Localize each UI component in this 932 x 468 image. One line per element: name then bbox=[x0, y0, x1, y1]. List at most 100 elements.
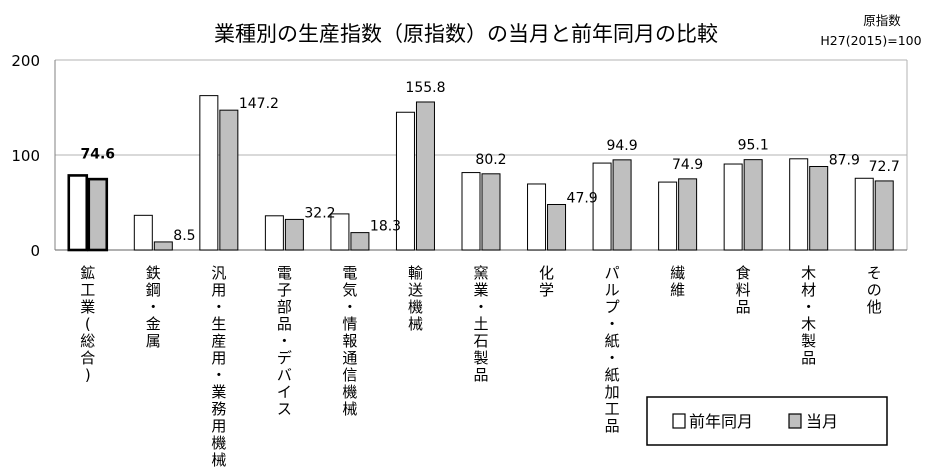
category-char: 品 bbox=[801, 349, 816, 367]
category-char: 信 bbox=[342, 366, 357, 384]
category-label-11: 木材・木製品 bbox=[801, 264, 816, 367]
value-label-0: 74.6 bbox=[80, 146, 115, 162]
category-char: 工 bbox=[80, 281, 95, 299]
category-char: 電 bbox=[277, 264, 292, 282]
category-char: 業 bbox=[80, 298, 95, 316]
bar-current-7 bbox=[547, 203, 567, 251]
category-char: ・ bbox=[605, 315, 620, 333]
category-char: 子 bbox=[277, 281, 292, 299]
category-char: 用 bbox=[211, 281, 226, 299]
bar-prev-year-8 bbox=[592, 162, 612, 251]
category-char: 械 bbox=[211, 451, 226, 468]
category-char: 報 bbox=[342, 332, 357, 350]
category-char: 製 bbox=[473, 349, 488, 367]
bar-prev-year-1 bbox=[133, 214, 153, 251]
category-char: ・ bbox=[211, 298, 226, 316]
category-char: 汎 bbox=[211, 264, 226, 282]
value-label-2: 147.2 bbox=[239, 96, 279, 112]
category-char: 品 bbox=[277, 315, 292, 333]
value-label-10: 95.1 bbox=[738, 138, 769, 154]
category-char: 械 bbox=[408, 315, 423, 333]
bar-prev-year-3 bbox=[264, 215, 284, 251]
category-char: 学 bbox=[539, 281, 554, 299]
category-label-7: 化学 bbox=[539, 264, 554, 299]
category-char: ・ bbox=[473, 298, 488, 316]
category-char: 業 bbox=[473, 281, 488, 299]
value-label-9: 74.9 bbox=[672, 157, 703, 173]
category-char: 業 bbox=[211, 383, 226, 401]
value-labels: 74.6 8.5 147.2 32.2 18.3 155.8 80.2 47.9 94.9 74.… bbox=[80, 80, 899, 244]
category-char: 鉱 bbox=[80, 264, 95, 282]
category-char: 製 bbox=[801, 332, 816, 350]
category-char: 機 bbox=[342, 383, 357, 401]
bars bbox=[67, 95, 894, 252]
legend-label-current: 当月 bbox=[806, 412, 838, 431]
bar-current-3 bbox=[284, 218, 304, 251]
value-label-11: 87.9 bbox=[829, 152, 860, 168]
bar-current-11 bbox=[809, 165, 829, 251]
bar-prev-year-11 bbox=[789, 158, 809, 251]
bar-prev-year-5 bbox=[395, 111, 415, 251]
index-note-line-1: 原指数 bbox=[863, 13, 901, 28]
bar-current-12 bbox=[874, 180, 894, 251]
category-char: 料 bbox=[736, 281, 751, 299]
category-char: ・ bbox=[277, 332, 292, 350]
category-char: イ bbox=[277, 383, 292, 401]
value-label-6: 80.2 bbox=[475, 152, 506, 168]
category-char: 用 bbox=[211, 349, 226, 367]
bar-prev-year-10 bbox=[723, 163, 743, 251]
value-label-7: 47.9 bbox=[567, 190, 598, 206]
category-char: そ bbox=[867, 264, 882, 282]
category-char: 通 bbox=[342, 349, 357, 367]
category-char: ・ bbox=[342, 298, 357, 316]
bar-current-5 bbox=[415, 101, 435, 251]
legend-swatch-prev-year bbox=[672, 413, 686, 429]
category-char: 械 bbox=[342, 400, 357, 418]
category-char: 紙 bbox=[605, 366, 620, 384]
value-label-12: 72.7 bbox=[869, 159, 900, 175]
bar-prev-year-9 bbox=[658, 181, 678, 251]
bar-current-0 bbox=[87, 177, 109, 252]
value-label-4: 18.3 bbox=[370, 219, 401, 235]
category-label-12: その他 bbox=[867, 264, 882, 316]
category-char: 木 bbox=[801, 315, 816, 333]
category-char: ) bbox=[85, 366, 91, 384]
category-char: 部 bbox=[277, 298, 292, 316]
category-labels: 鉱工業(総合)鉄鋼・金属汎用・生産用・業務用機械電子部品・デバイス電気・情報通信… bbox=[80, 264, 881, 468]
index-note-line-2: H27(2015)=100 bbox=[820, 33, 921, 48]
category-char: 化 bbox=[539, 264, 554, 282]
bar-current-10 bbox=[743, 159, 763, 251]
y-tick-label-0: 0 bbox=[30, 242, 40, 260]
category-char: 土 bbox=[473, 315, 488, 333]
category-char: 品 bbox=[473, 366, 488, 384]
category-char: 品 bbox=[605, 417, 620, 435]
category-char: 木 bbox=[801, 264, 816, 282]
category-char: プ bbox=[605, 298, 620, 316]
category-char: ・ bbox=[801, 298, 816, 316]
category-char: 属 bbox=[146, 332, 161, 350]
category-char: バ bbox=[277, 366, 292, 384]
bar-current-6 bbox=[481, 173, 501, 251]
y-axis-ticks: 0 100 200 bbox=[11, 52, 40, 260]
category-char: ス bbox=[277, 400, 292, 418]
category-char: 品 bbox=[736, 298, 751, 316]
category-char: ・ bbox=[605, 349, 620, 367]
category-char: 総 bbox=[80, 332, 95, 350]
category-char: 情 bbox=[342, 315, 357, 333]
legend-label-prev-year: 前年同月 bbox=[689, 412, 753, 431]
bar-prev-year-7 bbox=[527, 183, 547, 251]
category-char: 機 bbox=[408, 298, 423, 316]
category-char: 合 bbox=[80, 349, 95, 367]
category-char: 紙 bbox=[605, 332, 620, 350]
value-label-5: 155.8 bbox=[405, 80, 445, 96]
bar-current-8 bbox=[612, 159, 632, 251]
category-char: 他 bbox=[867, 298, 882, 316]
bar-current-2 bbox=[219, 109, 239, 251]
